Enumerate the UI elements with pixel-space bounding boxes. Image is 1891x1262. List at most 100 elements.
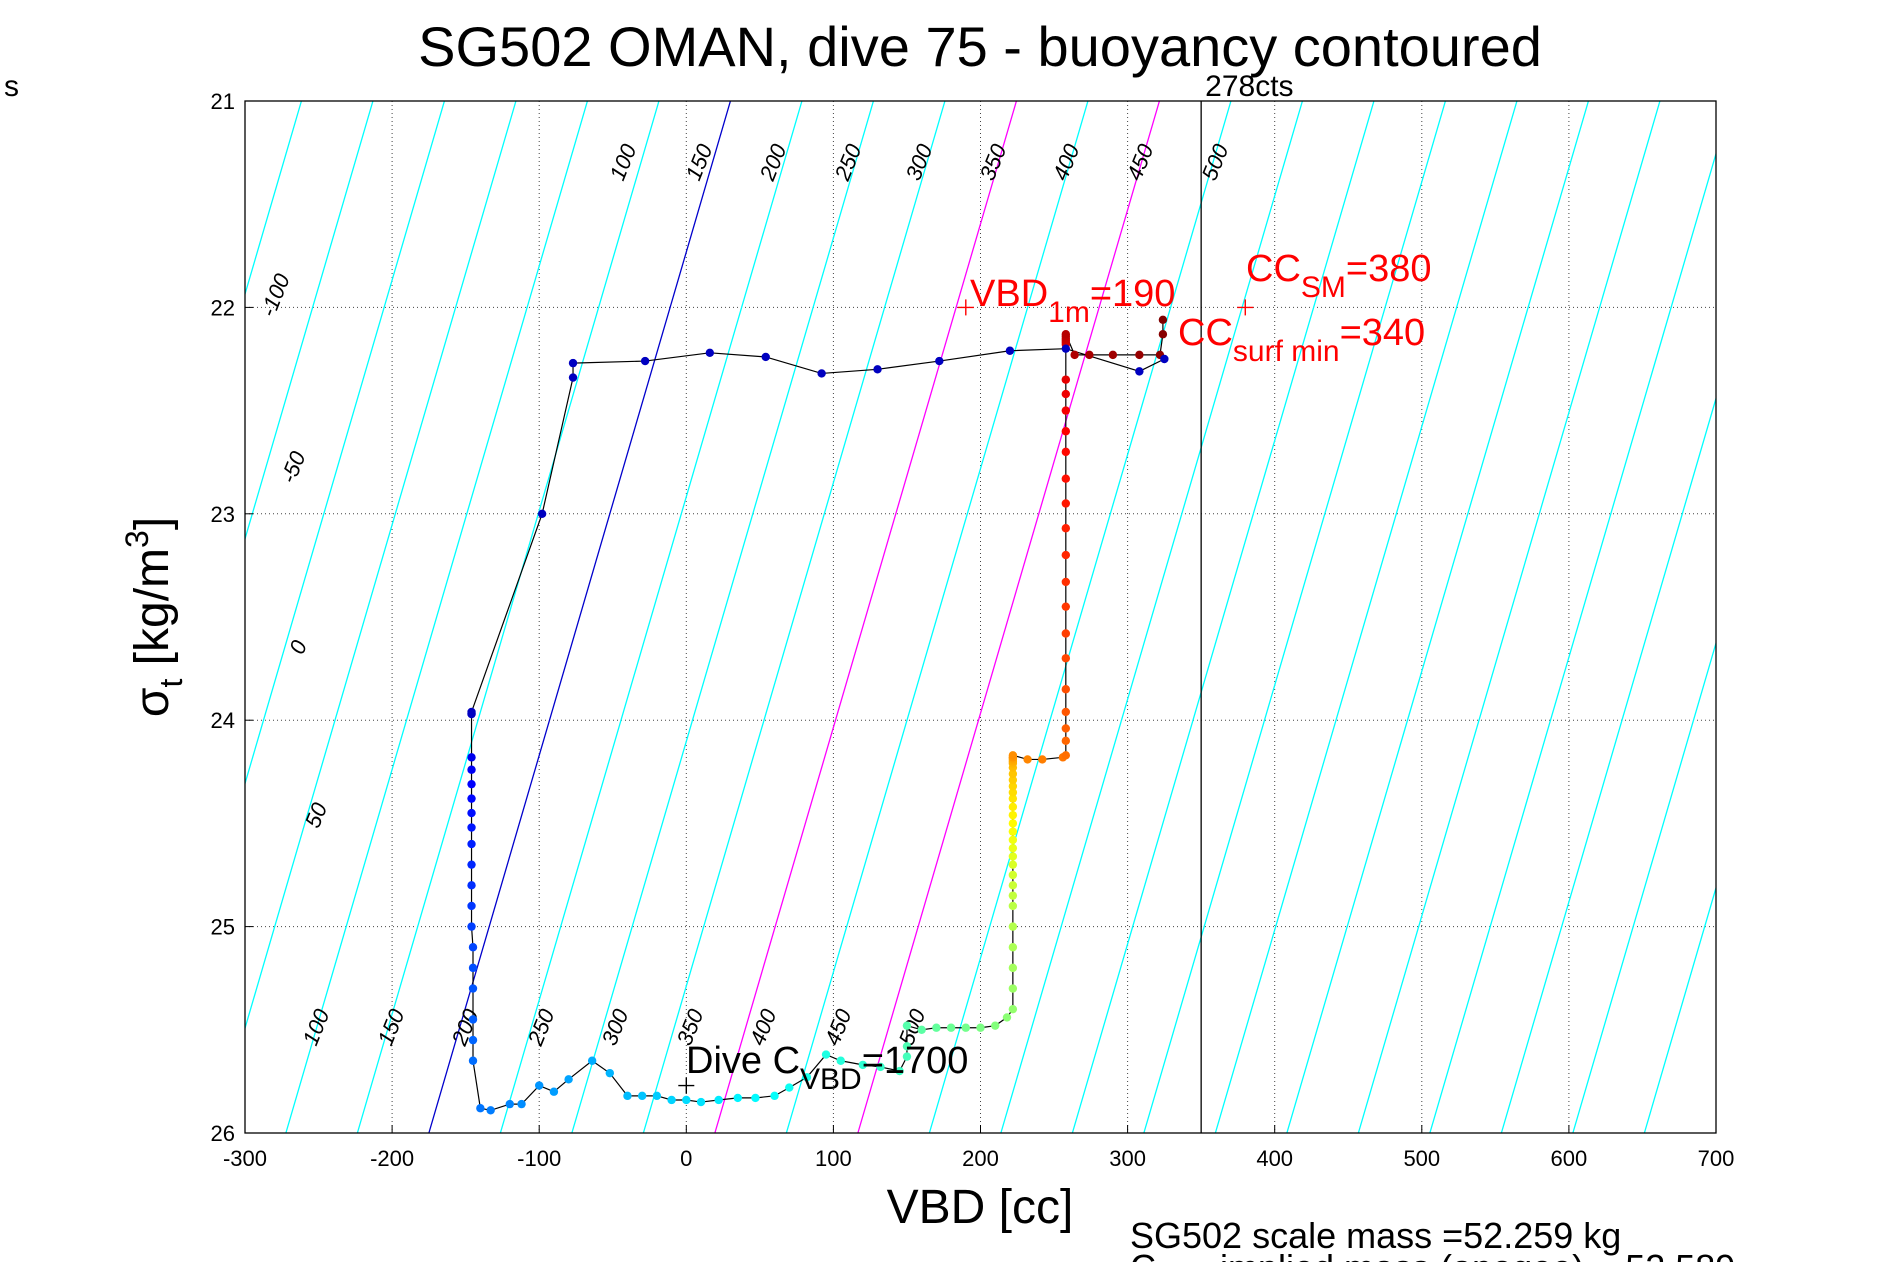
descent-point bbox=[1008, 922, 1018, 931]
chart-title: SG502 OMAN, dive 75 - buoyancy contoured bbox=[418, 15, 1542, 78]
y-axis-label-close: ] bbox=[126, 517, 179, 530]
descent-point bbox=[1008, 827, 1018, 836]
descent-point bbox=[1061, 654, 1071, 663]
descent-point bbox=[468, 963, 478, 973]
contour-line bbox=[1214, 101, 1518, 1133]
descent-point bbox=[1158, 315, 1168, 324]
descent-point bbox=[667, 1095, 676, 1105]
descent-point bbox=[733, 1093, 742, 1103]
descent-point bbox=[1008, 835, 1018, 845]
x-tick-label: 200 bbox=[962, 1146, 999, 1171]
contour-line bbox=[1787, 101, 1891, 1133]
descent-point bbox=[1061, 447, 1071, 457]
contour-line bbox=[1071, 101, 1375, 1133]
descent-point bbox=[468, 1056, 478, 1065]
descent-point bbox=[564, 1075, 573, 1084]
descent-point bbox=[1008, 870, 1018, 880]
descent-point bbox=[1108, 350, 1118, 360]
descent-point bbox=[1008, 794, 1018, 803]
contour-line bbox=[785, 101, 1089, 1133]
descent-point bbox=[1008, 860, 1018, 869]
descent-point bbox=[468, 943, 478, 952]
contour-label: 150 bbox=[373, 1005, 410, 1049]
ascent-point bbox=[568, 358, 578, 368]
contour-line bbox=[714, 101, 1018, 1133]
y-tick-label: 25 bbox=[211, 915, 235, 940]
descent-point bbox=[961, 1023, 970, 1032]
descent-point bbox=[1158, 330, 1168, 339]
descent-point bbox=[1061, 707, 1071, 717]
descent-point bbox=[1008, 751, 1018, 760]
contour-line bbox=[499, 101, 803, 1133]
contour-label: 0 bbox=[284, 636, 312, 657]
ascent-point bbox=[705, 348, 715, 358]
descent-point bbox=[917, 1025, 926, 1035]
descent-point bbox=[1008, 963, 1018, 973]
contour-label: 350 bbox=[975, 140, 1012, 184]
x-axis-label: VBD [cc] bbox=[887, 1181, 1074, 1234]
descent-point bbox=[858, 1060, 868, 1070]
grid bbox=[244, 100, 1717, 1134]
descent-point bbox=[1008, 891, 1018, 900]
descent-point bbox=[1008, 802, 1018, 812]
ascent-point bbox=[537, 509, 547, 518]
footer-line-1: SG502 scale mass =52.259 kg bbox=[1130, 1215, 1621, 1256]
contour-line bbox=[245, 101, 446, 786]
buoyancy-contours bbox=[0, 101, 1891, 1133]
descent-point bbox=[785, 1083, 794, 1092]
descent-point bbox=[467, 823, 476, 832]
contour-label: 250 bbox=[829, 140, 867, 185]
contour-line bbox=[0, 101, 230, 1133]
descent-point bbox=[467, 779, 476, 789]
descent-point bbox=[1061, 685, 1071, 694]
contour-line bbox=[245, 101, 303, 297]
descent-point bbox=[1061, 550, 1071, 560]
descent-point bbox=[895, 1066, 904, 1076]
descent-point bbox=[1061, 389, 1071, 399]
descent-point bbox=[652, 1091, 662, 1101]
contour-line bbox=[571, 101, 875, 1133]
annotation-1: CCSM=380 bbox=[1246, 248, 1431, 304]
descent-point bbox=[902, 1021, 912, 1030]
annotation-2: CCsurf min=340 bbox=[1178, 312, 1425, 368]
footer-line-2-prefix: C bbox=[1130, 1247, 1156, 1262]
contour-line bbox=[1357, 101, 1661, 1133]
contour-label: 100 bbox=[298, 1005, 335, 1049]
descent-point bbox=[1008, 788, 1018, 797]
descent-point bbox=[1008, 769, 1018, 779]
contour-line bbox=[245, 101, 374, 542]
descent-point bbox=[623, 1091, 632, 1101]
descent-point bbox=[1008, 852, 1018, 861]
ascent-point bbox=[640, 356, 650, 366]
contour-line bbox=[356, 101, 660, 1133]
svg-text:σt [kg/m3]: σt [kg/m3] bbox=[119, 517, 189, 717]
descent-point bbox=[1008, 901, 1018, 911]
x-tick-label: 100 bbox=[815, 1146, 852, 1171]
descent-point bbox=[1085, 350, 1094, 360]
contour-label: 50 bbox=[300, 798, 333, 831]
x-tick-label: -200 bbox=[370, 1146, 414, 1171]
contour-line bbox=[1429, 151, 1716, 1133]
y-axis-label: σt [kg/m3] bbox=[119, 517, 189, 717]
descent-point bbox=[1061, 375, 1071, 384]
descent-point bbox=[1061, 751, 1071, 760]
x-tick-label: 400 bbox=[1256, 1146, 1293, 1171]
descent-point bbox=[1061, 602, 1071, 611]
ascent-point bbox=[1135, 367, 1144, 376]
descent-point bbox=[1008, 810, 1018, 820]
descent-point bbox=[946, 1023, 956, 1032]
descent-point bbox=[821, 1050, 831, 1059]
ascent-line bbox=[470, 348, 1165, 715]
descent-point bbox=[932, 1023, 941, 1032]
contour-line bbox=[642, 101, 946, 1133]
descent-point bbox=[991, 1021, 1000, 1030]
contour-label: 200 bbox=[446, 1005, 484, 1050]
descent-point bbox=[1008, 881, 1018, 890]
contour-line bbox=[857, 101, 1161, 1133]
descent-point bbox=[714, 1095, 723, 1105]
contour-line bbox=[0, 101, 87, 1133]
contour-line bbox=[428, 101, 732, 1133]
contour-label: -100 bbox=[255, 269, 295, 320]
footer-line-2: Cimplied mass (apogee) = 52.589 bbox=[1130, 1247, 1735, 1262]
